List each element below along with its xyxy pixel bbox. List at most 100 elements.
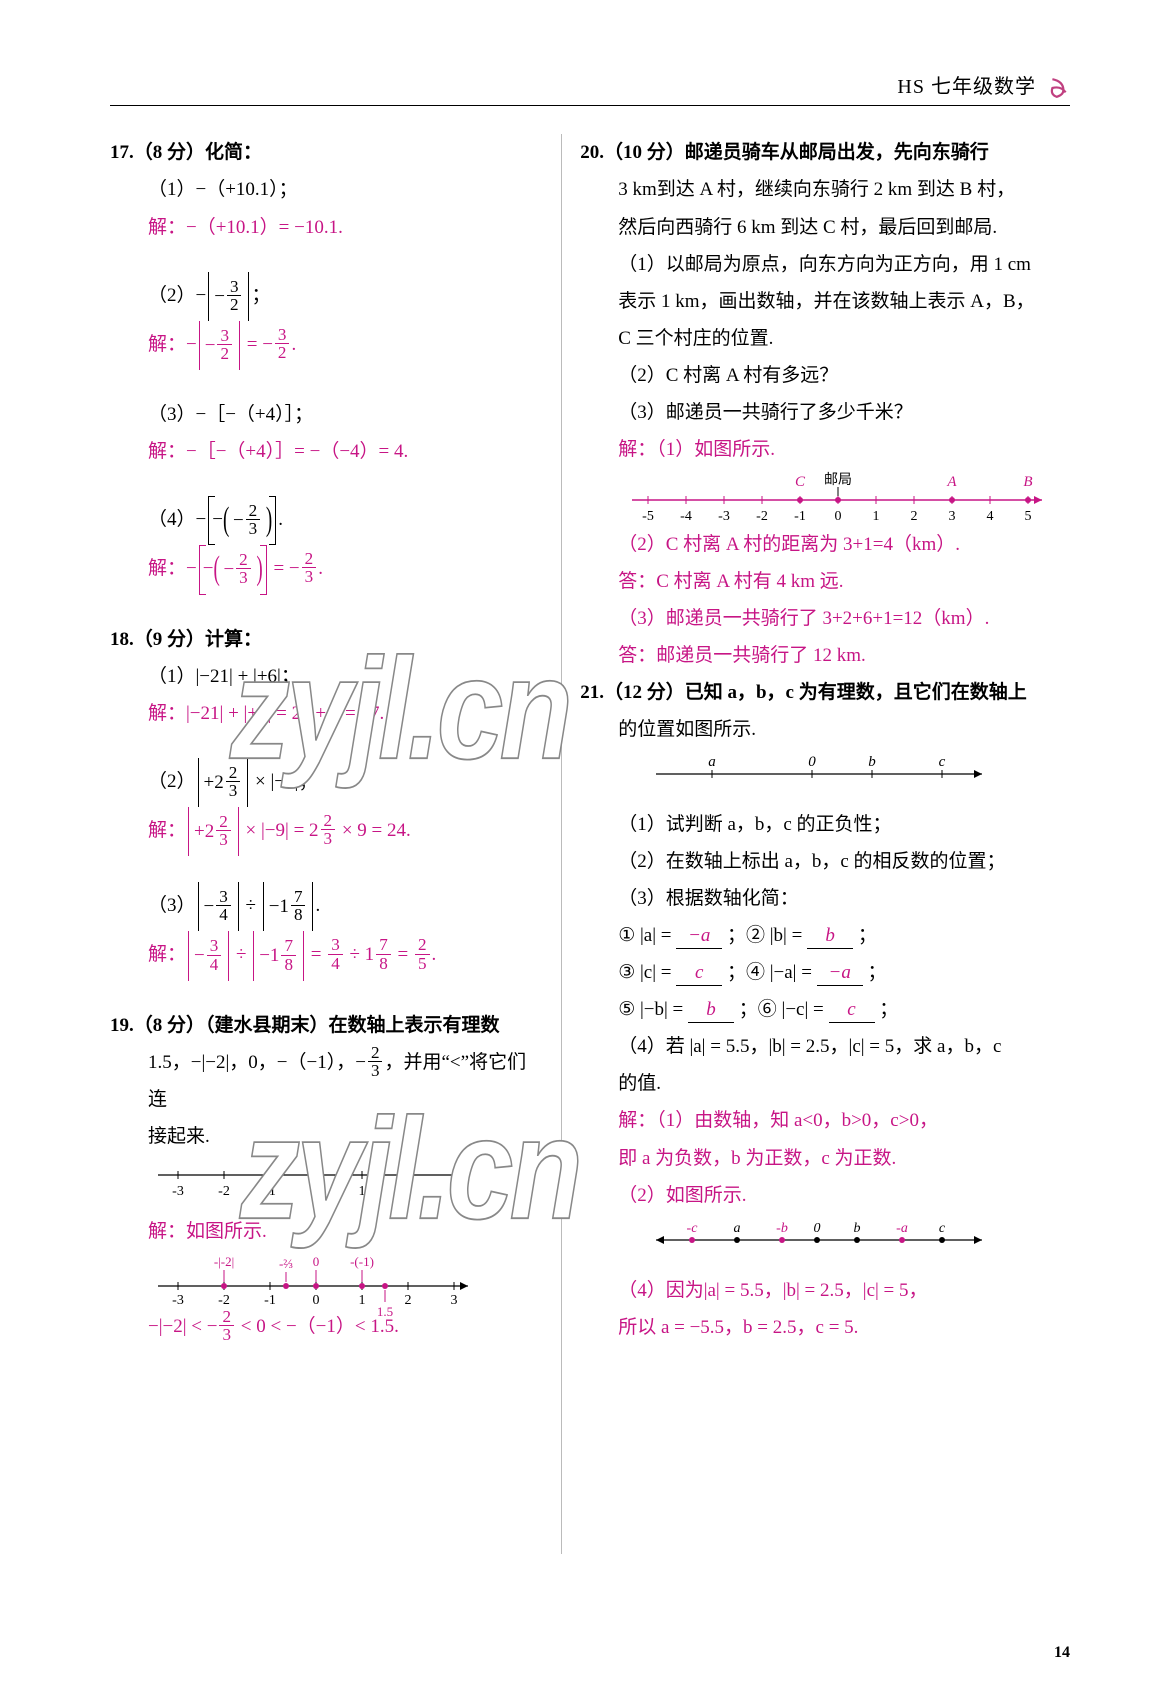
svg-text:-5: -5 xyxy=(642,509,654,524)
q20-a1: 解：（1）如图所示. xyxy=(580,431,1070,468)
svg-text:-1: -1 xyxy=(264,1293,276,1308)
svg-text:5: 5 xyxy=(1025,509,1032,524)
q17-a2: 解：−−32 = −32. xyxy=(110,321,543,370)
svg-text:c: c xyxy=(939,754,946,770)
svg-text:2: 2 xyxy=(405,1293,412,1308)
svg-text:-b: -b xyxy=(776,1221,788,1236)
q20-l5: C 三个村庄的位置. xyxy=(580,320,1070,357)
q21-head: 21.（12 分）已知 a，b，c 为有理数，且它们在数轴上 xyxy=(580,674,1070,711)
svg-text:2: 2 xyxy=(911,509,918,524)
q17-a1: 解：−（+10.1）= −10.1. xyxy=(110,209,543,246)
svg-text:-a: -a xyxy=(896,1221,908,1236)
svg-text:-1: -1 xyxy=(264,1184,276,1199)
q17-p3: （3）−［−（+4）］； xyxy=(110,396,543,433)
svg-text:C: C xyxy=(795,474,806,490)
q19-head: 19.（8 分）（建水县期末）在数轴上表示有理数 xyxy=(110,1007,543,1044)
svg-text:1: 1 xyxy=(359,1184,366,1199)
q18-p3: （3）−34 ÷ −178. xyxy=(110,882,543,931)
q21-a5: 所以 a = −5.5，b = 2.5，c = 5. xyxy=(580,1309,1070,1346)
svg-text:-c: -c xyxy=(687,1221,699,1236)
svg-text:c: c xyxy=(939,1221,946,1236)
q19-numberline-answer: -|-2| -⅔ 0 -(-1) xyxy=(110,1254,543,1306)
svg-text:-3: -3 xyxy=(718,509,730,524)
q20-l7: （3）邮递员一共骑行了多少千米？ xyxy=(580,394,1070,431)
svg-text:-1: -1 xyxy=(794,509,806,524)
svg-text:B: B xyxy=(1024,474,1033,490)
q21-numberline-1: a 0 b c xyxy=(580,752,1070,804)
q17-a4: 解：−−−23 = −23. xyxy=(110,545,543,594)
q21-p2: （2）在数轴上标出 a，b，c 的相反数的位置； xyxy=(580,843,1070,880)
q20-a4: （3）邮递员一共骑行了 3+2+6+1=12（km）. xyxy=(580,600,1070,637)
svg-text:-(-1): -(-1) xyxy=(350,1254,374,1269)
q19-body: 1.5，−|−2|，0，−（−1），−23，并用“<”将它们连 xyxy=(110,1044,543,1118)
page-number: 14 xyxy=(1054,1644,1070,1662)
svg-text:-3: -3 xyxy=(172,1184,184,1199)
q21-blanks-3: ⑤ |−b| = b ；⑥ |−c| = c ； xyxy=(580,991,1070,1028)
svg-text:-4: -4 xyxy=(680,509,692,524)
header-title: HS 七年级数学 xyxy=(897,76,1036,98)
q21-a3: （2）如图所示. xyxy=(580,1177,1070,1214)
q18-a3: 解：−34 ÷ −178 = 34 ÷ 178 = 25. xyxy=(110,931,543,980)
q21-blanks-1: ① |a| = −a ；② |b| = b ； xyxy=(580,917,1070,954)
q20-l1: 3 km到达 A 村，继续向东骑行 2 km 到达 B 村， xyxy=(580,171,1070,208)
page-header: HS 七年级数学 xyxy=(110,70,1070,106)
q18-p2: （2）+223 × |−9|； xyxy=(110,758,543,807)
svg-text:3: 3 xyxy=(949,509,956,524)
svg-text:b: b xyxy=(854,1221,861,1236)
q20-numberline: 邮局 C A B -5 -4 -3 -2 -1 0 1 2 3 4 5 xyxy=(580,472,1070,524)
svg-text:A: A xyxy=(947,474,958,490)
svg-text:b: b xyxy=(868,754,876,770)
svg-text:4: 4 xyxy=(987,509,994,524)
svg-text:-2: -2 xyxy=(218,1184,230,1199)
q17-p4: （4）−−−23. xyxy=(110,496,543,545)
svg-text:0: 0 xyxy=(313,1184,320,1199)
svg-text:-3: -3 xyxy=(172,1293,184,1308)
q20-l6: （2）C 村离 A 村有多远？ xyxy=(580,357,1070,394)
svg-text:-|-2|: -|-2| xyxy=(214,1254,234,1269)
header-logo-icon xyxy=(1048,77,1070,99)
q18-p1: （1）|−21| + |+6|； xyxy=(110,658,543,695)
svg-text:0: 0 xyxy=(814,1221,821,1236)
svg-text:1: 1 xyxy=(873,509,880,524)
q20-a3: 答：C 村离 A 村有 4 km 远. xyxy=(580,563,1070,600)
q17-a3: 解：−［−（+4）］= −（−4）= 4. xyxy=(110,433,543,470)
svg-text:a: a xyxy=(734,1221,741,1236)
q18-a1: 解：|−21| + |+6| = 21 + 6 = 27. xyxy=(110,695,543,732)
q18-head: 18.（9 分）计算： xyxy=(110,621,543,658)
svg-text:0: 0 xyxy=(313,1293,320,1308)
q20-nl-title: 邮局 xyxy=(824,472,852,488)
q17-head: 17.（8 分）化简： xyxy=(110,134,543,171)
svg-text:1.5: 1.5 xyxy=(377,1304,393,1319)
svg-text:2: 2 xyxy=(405,1184,412,1199)
q19-body3: 接起来. xyxy=(110,1118,543,1155)
q21-a4: （4）因为|a| = 5.5，|b| = 2.5，|c| = 5， xyxy=(580,1272,1070,1309)
svg-text:-2: -2 xyxy=(218,1293,230,1308)
svg-text:3: 3 xyxy=(451,1293,458,1308)
q17-p1: （1）−（+10.1）； xyxy=(110,171,543,208)
q21-p4a: （4）若 |a| = 5.5，|b| = 2.5，|c| = 5，求 a，b，c xyxy=(580,1028,1070,1065)
q19-ahead: 解：如图所示. xyxy=(110,1213,543,1250)
svg-text:1: 1 xyxy=(359,1293,366,1308)
q20-l4: 表示 1 km，画出数轴，并在该数轴上表示 A，B， xyxy=(580,283,1070,320)
q19-numberline-blank: -3 -2 -1 0 1 2 3 xyxy=(110,1159,543,1211)
q20-head: 20.（10 分）邮递员骑车从邮局出发，先向东骑行 xyxy=(580,134,1070,171)
svg-text:a: a xyxy=(708,754,716,770)
q20-a5: 答：邮递员一共骑行了 12 km. xyxy=(580,637,1070,674)
q20-l3: （1）以邮局为原点，向东方向为正方向，用 1 cm xyxy=(580,246,1070,283)
q20-l2: 然后向西骑行 6 km 到达 C 村，最后回到邮局. xyxy=(580,209,1070,246)
q21-numberline-2: -c a -b 0 b -a c xyxy=(580,1218,1070,1270)
q21-a2: 即 a 为负数，b 为正数，c 为正数. xyxy=(580,1140,1070,1177)
q17-p2: （2）−−32； xyxy=(110,272,543,321)
q20-a2: （2）C 村离 A 村的距离为 3+1=4（km）. xyxy=(580,526,1070,563)
svg-text:0: 0 xyxy=(808,754,816,770)
svg-text:-⅔: -⅔ xyxy=(279,1256,293,1271)
svg-text:-2: -2 xyxy=(756,509,768,524)
q21-p3: （3）根据数轴化简： xyxy=(580,880,1070,917)
q21-blanks-2: ③ |c| = c ；④ |−a| = −a ； xyxy=(580,954,1070,991)
q18-a2: 解：+223 × |−9| = 223 × 9 = 24. xyxy=(110,807,543,856)
q21-a1: 解：（1）由数轴，知 a<0，b>0，c>0， xyxy=(580,1102,1070,1139)
q21-l1: 的位置如图所示. xyxy=(580,711,1070,748)
svg-text:0: 0 xyxy=(835,509,842,524)
svg-text:3: 3 xyxy=(451,1184,458,1199)
svg-text:0: 0 xyxy=(313,1254,320,1269)
